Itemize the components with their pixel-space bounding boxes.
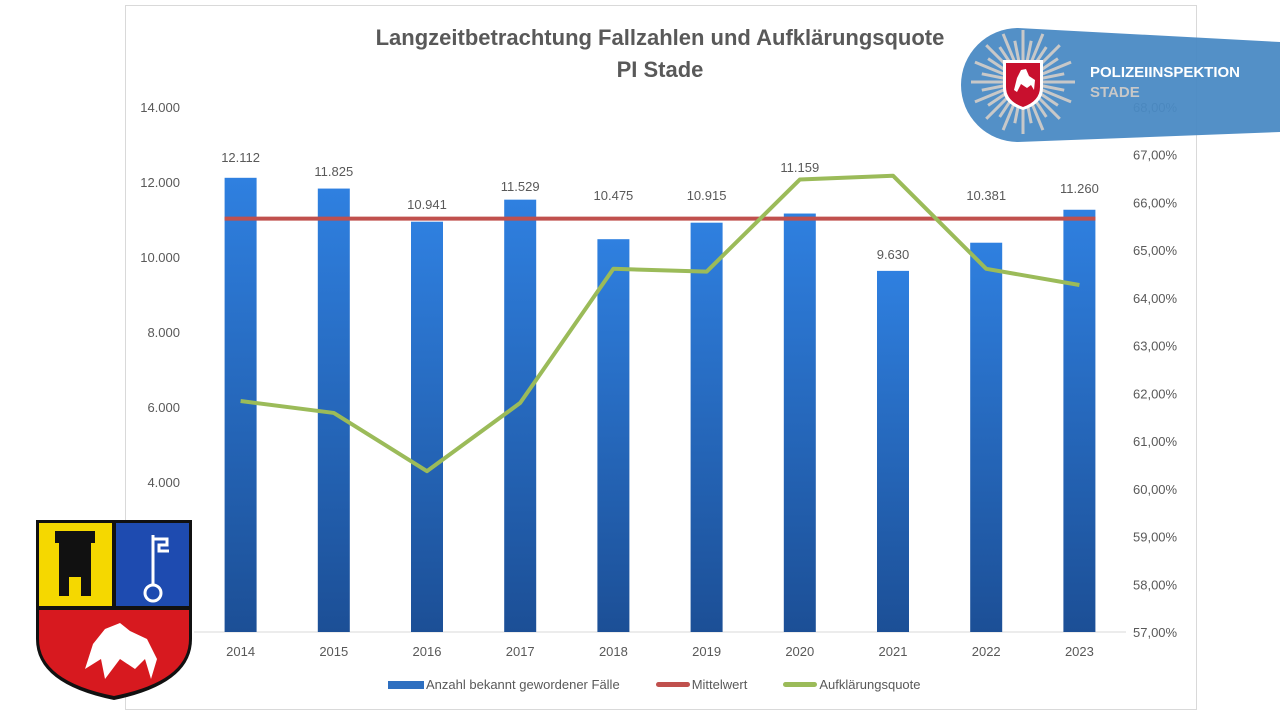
bar-data-label: 10.941 — [407, 197, 447, 212]
chart-subtitle: PI Stade — [616, 57, 704, 82]
bar-data-label: 11.825 — [314, 164, 353, 179]
x-tick-label: 2016 — [413, 644, 442, 659]
legend-swatch — [783, 682, 818, 687]
chart-title: Langzeitbetrachtung Fallzahlen und Aufkl… — [375, 25, 945, 50]
bar-data-label: 11.159 — [780, 160, 819, 175]
x-tick-label: 2021 — [879, 644, 908, 659]
legend-swatch — [655, 682, 690, 687]
bar-data-label: 9.630 — [877, 247, 910, 262]
bar-data-label: 11.260 — [1060, 181, 1099, 196]
horse-icon — [85, 623, 157, 679]
legend-label: Aufklärungsquote — [819, 677, 921, 692]
legend-item-mittelwert: Mittelwert — [655, 677, 748, 692]
key-icon — [143, 535, 169, 603]
bar-data-label: 10.915 — [687, 188, 727, 203]
x-tick-label: 2019 — [692, 644, 721, 659]
y-left-tick: 12.000 — [140, 175, 180, 190]
x-tick-label: 2014 — [226, 644, 255, 659]
bar-2022 — [970, 242, 1003, 632]
y-right-tick: 60,00% — [1133, 482, 1178, 497]
y-right-tick: 57,00% — [1133, 625, 1178, 640]
x-tick-label: 2015 — [319, 644, 348, 659]
legend-swatch — [388, 680, 424, 689]
legend-label: Anzahl bekannt gewordener Fälle — [426, 677, 620, 692]
logo-line1: POLIZEIINSPEKTION — [1090, 64, 1241, 81]
bar-data-label: 11.529 — [501, 179, 540, 194]
y-right-tick: 67,00% — [1133, 148, 1178, 163]
legend-label: Mittelwert — [691, 677, 748, 692]
bar-2017 — [504, 199, 537, 632]
y-right-tick: 63,00% — [1133, 339, 1178, 354]
police-logo: POLIZEIINSPEKTION STADE — [958, 20, 1280, 145]
y-left-tick: 4.000 — [147, 475, 180, 490]
bar-2016 — [411, 221, 443, 632]
coat-of-arms — [36, 520, 192, 700]
legend-item-bars: Anzahl bekannt gewordener Fälle — [388, 677, 620, 692]
y-left-tick: 10.000 — [140, 250, 180, 265]
x-tick-label: 2017 — [506, 644, 535, 659]
aufklaerungsquote-line — [240, 173, 1080, 474]
bar-2020 — [783, 213, 816, 632]
x-tick-label: 2022 — [972, 644, 1001, 659]
x-tick-label: 2018 — [599, 644, 628, 659]
y-right-tick: 66,00% — [1133, 195, 1178, 210]
chart-frame — [125, 5, 1197, 710]
bar-data-label: 10.475 — [594, 188, 634, 203]
bar-data-label: 12.112 — [221, 150, 260, 165]
y-right-tick: 64,00% — [1133, 291, 1178, 306]
legend: Anzahl bekannt gewordener Fälle Mittelwe… — [388, 677, 921, 692]
y-right-tick: 62,00% — [1133, 386, 1178, 401]
y-right-tick: 58,00% — [1133, 577, 1178, 592]
y-right-tick: 61,00% — [1133, 434, 1178, 449]
bar-2018 — [597, 239, 630, 632]
logo-line2: STADE — [1090, 84, 1140, 101]
bar-2014 — [224, 177, 257, 633]
bar-2019 — [690, 222, 723, 632]
y-left-tick: 8.000 — [147, 325, 180, 340]
tower-icon — [55, 531, 95, 596]
y-right-tick: 65,00% — [1133, 243, 1178, 258]
bar-data-label: 10.381 — [966, 188, 1006, 203]
y-right-tick: 59,00% — [1133, 530, 1178, 545]
y-left-tick: 14.000 — [140, 100, 180, 115]
police-star-icon — [971, 30, 1075, 134]
x-tick-label: 2020 — [785, 644, 814, 659]
bar-2021 — [877, 270, 909, 632]
y-left-tick: 6.000 — [147, 400, 180, 415]
legend-item-quote: Aufklärungsquote — [783, 677, 921, 692]
x-tick-label: 2023 — [1065, 644, 1094, 659]
bar-2023 — [1063, 209, 1096, 632]
